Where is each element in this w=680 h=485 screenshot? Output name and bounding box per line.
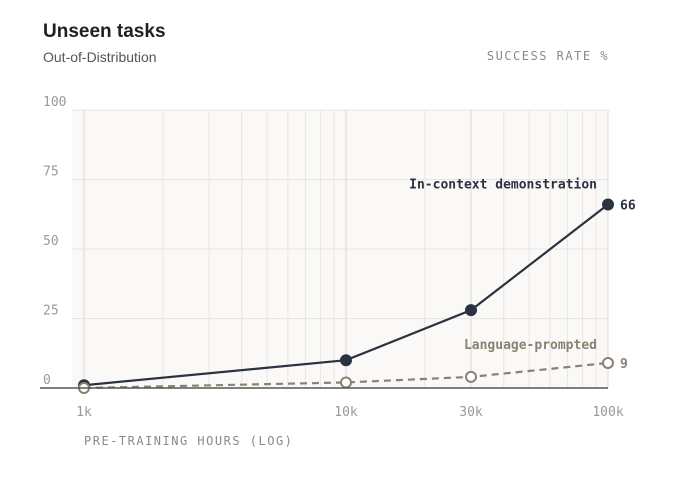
x-tick-label: 10k (334, 405, 358, 420)
y-tick-label: 75 (43, 165, 59, 180)
series-label: Language-prompted (464, 338, 597, 353)
y-tick-label: 100 (43, 95, 66, 110)
x-tick-label: 1k (76, 405, 92, 420)
data-point (340, 376, 352, 389)
y-tick-label: 25 (43, 304, 59, 319)
x-tick-label: 30k (459, 405, 483, 420)
data-point (340, 354, 352, 367)
grid-lines (72, 109, 609, 389)
series-line-2 (83, 361, 609, 390)
series-label: In-context demonstration (409, 178, 597, 193)
annotations: 66 In-context demonstration 9 Language-prom… (409, 178, 636, 372)
y-tick-labels: 0 25 50 75 100 (43, 95, 66, 388)
end-value-label: 9 (620, 357, 628, 372)
chart-subtitle: Out-of-Distribution (43, 49, 157, 65)
y-axis-label: SUCCESS RATE % (486, 49, 609, 63)
data-point (602, 356, 614, 369)
x-tick-label: 100k (592, 405, 623, 420)
y-tick-label: 50 (43, 234, 59, 249)
chart-title: Unseen tasks (43, 21, 166, 42)
x-axis-label: PRE-TRAINING HOURS (LOG) (84, 434, 294, 448)
data-point (465, 304, 478, 317)
data-point (602, 198, 614, 211)
x-tick-labels: 1k 10k 30k 100k (76, 405, 624, 420)
data-point (465, 370, 478, 383)
series-line-1 (83, 203, 609, 387)
end-value-label: 66 (620, 199, 636, 214)
y-tick-label: 0 (43, 373, 51, 388)
